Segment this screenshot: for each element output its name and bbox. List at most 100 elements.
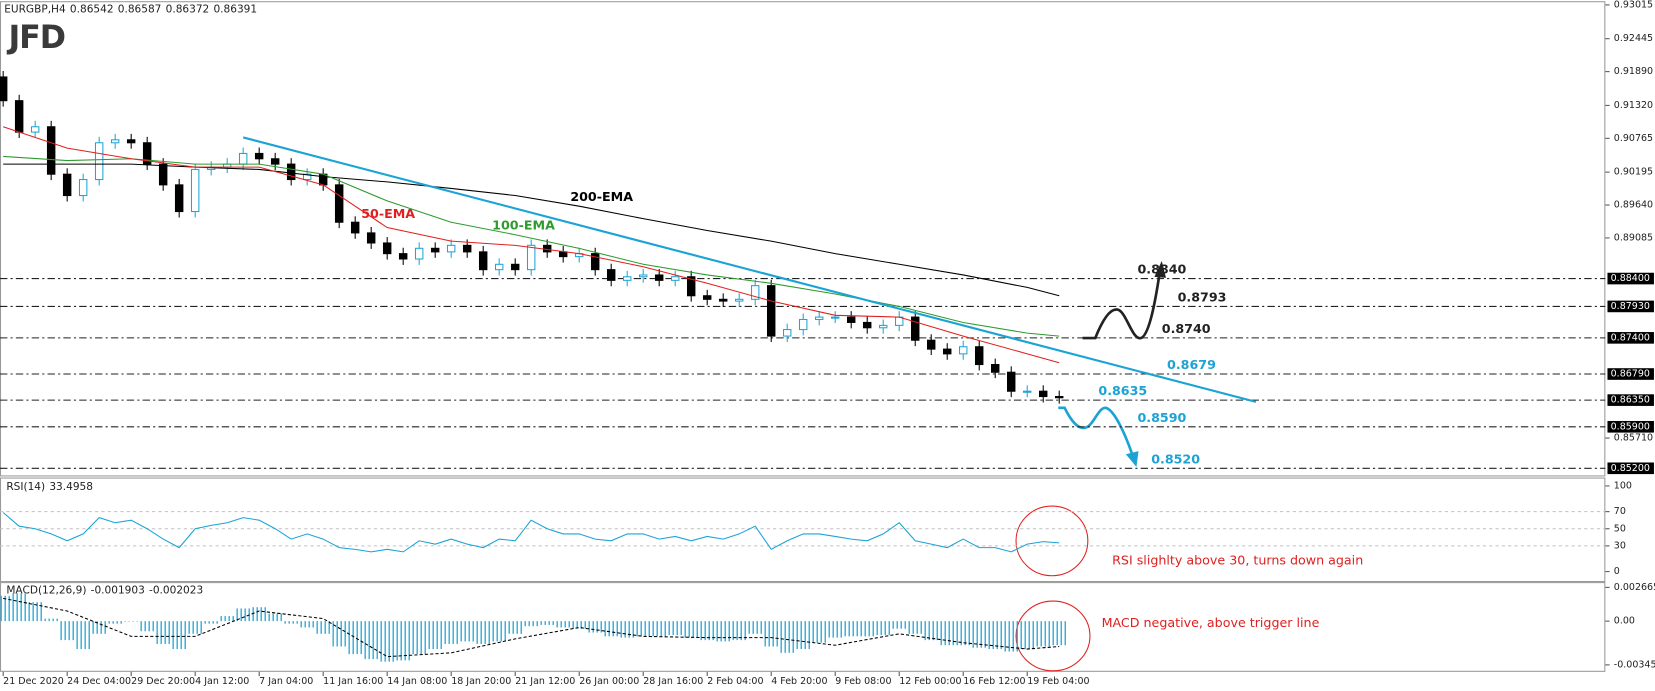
- macd-bar: [472, 621, 474, 642]
- y-tick-label: 0.002665: [1614, 582, 1655, 593]
- macd-bar: [180, 621, 182, 650]
- x-tick-label: 11 Jan 16:00: [323, 676, 383, 687]
- macd-bar: [200, 621, 202, 634]
- x-tick-label: 19 Feb 04:00: [1027, 676, 1089, 687]
- y-tick-label: 70: [1614, 506, 1626, 517]
- candle-body: [686, 276, 696, 297]
- macd-bar: [976, 621, 978, 648]
- macd-bar: [452, 621, 454, 644]
- macd-bar: [344, 621, 346, 647]
- macd-bar: [64, 621, 66, 641]
- macd-bar: [736, 621, 738, 641]
- macd-bar: [664, 621, 666, 637]
- macd-bar: [764, 621, 766, 647]
- macd-bar: [836, 621, 838, 638]
- macd-bar: [300, 621, 302, 628]
- header-value: 0.86542: [70, 4, 114, 16]
- macd-bar: [512, 621, 514, 634]
- candle-body: [446, 244, 456, 253]
- macd-bar: [356, 621, 358, 655]
- macd-highlight: [1015, 600, 1091, 672]
- candle-body: [398, 253, 408, 260]
- candle-body: [190, 168, 200, 213]
- candle-body: [14, 100, 24, 133]
- macd-bar: [600, 621, 602, 633]
- macd-bar: [856, 621, 858, 637]
- macd-bar: [468, 621, 470, 642]
- candle-body: [62, 173, 72, 197]
- macd-bar: [892, 621, 894, 629]
- candle-body: [0, 76, 8, 102]
- macd-bar: [408, 621, 410, 661]
- macd-bar: [968, 621, 970, 646]
- candle-body: [974, 346, 984, 366]
- macd-bar: [48, 618, 50, 622]
- symbol: EURGBP,H4: [4, 4, 66, 16]
- macd-bar: [244, 608, 246, 622]
- macd-bar: [1056, 621, 1058, 646]
- arrow-head: [1154, 261, 1166, 278]
- y-tick-label: 0.85710: [1614, 433, 1653, 444]
- macd-bar: [884, 621, 886, 636]
- macd-bar: [16, 593, 18, 622]
- macd-bar: [12, 593, 14, 622]
- macd-bar: [812, 621, 814, 643]
- candle-body: [478, 251, 488, 271]
- macd-bar: [880, 621, 882, 636]
- candle-body: [302, 173, 312, 181]
- macd-bar: [804, 621, 806, 650]
- macd-bar: [52, 618, 54, 622]
- x-tick-label: 21 Jan 12:00: [515, 676, 575, 687]
- macd-bar: [196, 621, 198, 634]
- macd-bar: [104, 621, 106, 634]
- macd-bar: [164, 621, 166, 644]
- y-tick-label: 100: [1614, 480, 1632, 491]
- arrow-head: [1125, 451, 1139, 467]
- macd-bar: [8, 595, 10, 622]
- macd-bar: [724, 621, 726, 642]
- macd-bar: [24, 593, 26, 622]
- candle-body: [382, 242, 392, 255]
- rsi-name: RSI(14): [6, 481, 45, 493]
- macd-bar: [480, 621, 482, 644]
- macd-bar: [568, 621, 570, 628]
- macd-bar: [912, 621, 914, 634]
- macd-bar: [616, 621, 618, 637]
- level-box: [1607, 368, 1654, 380]
- macd-bar: [1052, 621, 1054, 646]
- macd-bar: [1024, 621, 1026, 650]
- macd-bar: [604, 621, 606, 637]
- candle-body: [814, 316, 824, 320]
- macd-bar: [552, 621, 554, 625]
- candle-body: [286, 163, 296, 181]
- level-annotation: 0.8679: [1167, 357, 1216, 372]
- ema-label: 200-EMA: [570, 189, 633, 204]
- macd-bar: [100, 621, 102, 634]
- candle-body: [622, 276, 632, 281]
- y-tick-label: 0.00: [1614, 616, 1635, 627]
- y-tick-label: 0.90195: [1614, 167, 1653, 178]
- macd-value: -0.001903: [91, 585, 145, 597]
- macd-bar: [212, 621, 214, 624]
- macd-bar: [388, 621, 390, 662]
- macd-bar: [56, 618, 58, 622]
- header-value: 0.86391: [213, 4, 257, 16]
- level-axis-label: 0.86790: [1611, 369, 1650, 380]
- macd-bar: [188, 621, 190, 634]
- macd-bar: [820, 621, 822, 643]
- macd-bar: [80, 621, 82, 650]
- macd-bar: [396, 621, 398, 661]
- macd-bar: [232, 616, 234, 622]
- macd-bar: [580, 621, 582, 629]
- macd-bar: [120, 621, 122, 624]
- macd-bar: [988, 621, 990, 650]
- macd-bar: [952, 621, 954, 646]
- macd-bar: [620, 621, 622, 638]
- macd-bar: [412, 621, 414, 655]
- macd-bar: [464, 621, 466, 642]
- candle-body: [862, 321, 872, 329]
- macd-bar: [1048, 621, 1050, 647]
- macd-bar: [748, 621, 750, 634]
- macd-bar: [648, 621, 650, 637]
